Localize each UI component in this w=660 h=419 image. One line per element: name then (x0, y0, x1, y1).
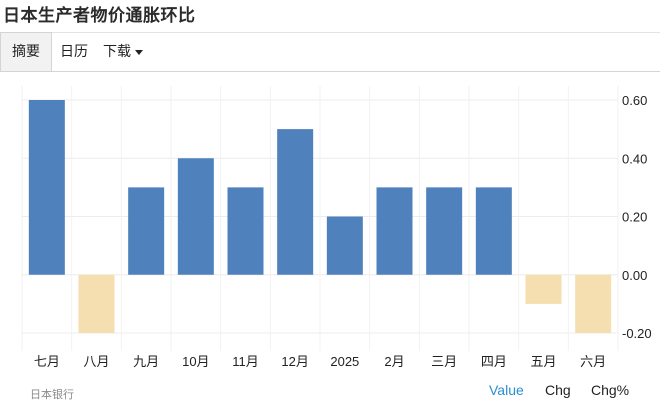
tab-summary-label: 摘要 (12, 43, 40, 59)
bar[interactable] (28, 100, 65, 275)
tab-download[interactable]: 下载 (98, 33, 148, 70)
bar[interactable] (575, 274, 612, 333)
bar[interactable] (177, 158, 214, 275)
y-tick-label: 0.00 (622, 268, 647, 283)
bar-chart: 0.60 0.40 0.20 0.00 -0.20 七月 八月 九月 10月 11月 12月 202… (21, 86, 652, 369)
tab-bar: 摘要 日历 下载 (0, 32, 660, 72)
x-tick-label: 2月 (384, 354, 404, 369)
x-tick-label: 六月 (580, 354, 606, 369)
change-toggle[interactable]: Chg (545, 382, 571, 398)
bar[interactable] (426, 187, 463, 275)
bar[interactable] (277, 129, 314, 275)
bar[interactable] (227, 187, 264, 275)
bar[interactable] (128, 187, 165, 275)
x-tick-label: 七月 (34, 354, 60, 369)
y-tick-label: 0.20 (622, 210, 647, 225)
bar[interactable] (525, 274, 562, 304)
x-tick-label: 三月 (431, 354, 457, 369)
page-title: 日本生产者物价通胀环比 (3, 6, 196, 25)
y-tick-label: 0.60 (622, 93, 647, 108)
bar[interactable] (376, 187, 413, 275)
x-tick-label: 八月 (83, 354, 109, 369)
bar[interactable] (78, 274, 115, 333)
x-tick-label: 12月 (281, 354, 308, 369)
bar[interactable] (326, 216, 363, 275)
y-tick-label: 0.40 (622, 151, 647, 166)
grid-lines (21, 86, 619, 351)
x-tick-label: 九月 (133, 354, 159, 369)
chevron-down-icon (135, 49, 143, 55)
bar[interactable] (475, 187, 512, 275)
tab-summary[interactable]: 摘要 (0, 32, 52, 71)
value-toggle[interactable]: Value (489, 382, 524, 398)
x-tick-label: 10月 (182, 354, 209, 369)
x-tick-label: 四月 (481, 354, 507, 369)
bars (28, 100, 612, 333)
x-tick-label: 五月 (530, 354, 556, 369)
tab-download-label: 下载 (103, 43, 131, 59)
x-tick-label: 11月 (232, 354, 259, 369)
y-tick-label: -0.20 (622, 326, 652, 341)
tab-calendar-label: 日历 (60, 43, 88, 59)
x-tick-label: 2025 (330, 354, 359, 369)
data-source: 日本银行 (30, 389, 74, 401)
y-axis-ticks: 0.60 0.40 0.20 0.00 -0.20 (622, 93, 652, 341)
change-percent-toggle[interactable]: Chg% (591, 382, 630, 398)
x-axis-ticks: 七月 八月 九月 10月 11月 12月 2025 2月 三月 四月 五月 六月 (34, 354, 606, 369)
tab-calendar[interactable]: 日历 (52, 33, 96, 70)
